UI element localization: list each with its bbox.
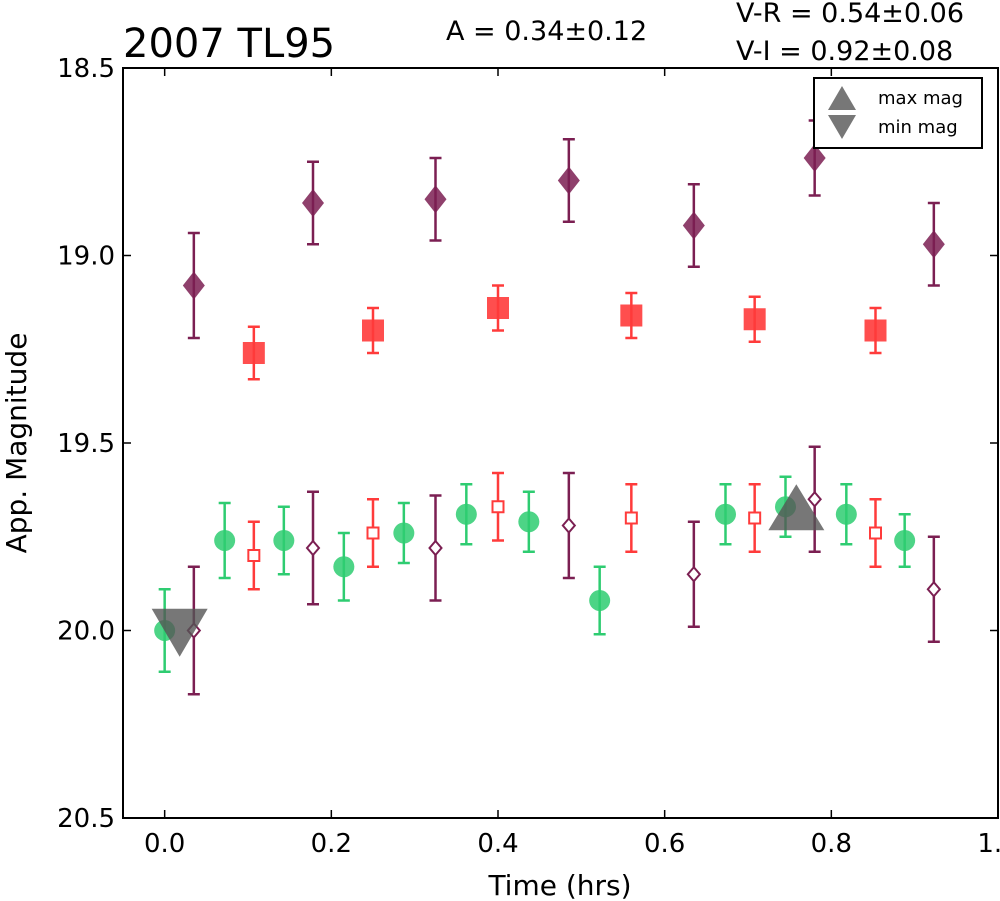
y-tick-label-1: 19.0 bbox=[57, 242, 115, 272]
diamond-marker bbox=[424, 185, 447, 214]
open-square-marker bbox=[491, 500, 505, 514]
open-square-marker bbox=[748, 511, 762, 525]
open-diamond-marker bbox=[926, 580, 942, 598]
axis-ticks: 0.0 0.2 0.4 0.6 0.8 1.0 18.5 19.0 19.5 20.0 20.5 bbox=[57, 54, 1000, 859]
diamond-marker bbox=[682, 211, 705, 240]
series-2-point-7 bbox=[589, 565, 611, 636]
series-3-point-3 bbox=[624, 483, 638, 553]
series-3-point-5 bbox=[869, 498, 882, 568]
series-1-point-4 bbox=[743, 295, 766, 343]
circle-marker bbox=[273, 530, 295, 551]
series-1-point-1 bbox=[362, 306, 384, 355]
extremum-triangle-up-marker bbox=[768, 484, 825, 531]
series-1-point-5 bbox=[864, 306, 887, 355]
x-tick-label-0: 0.0 bbox=[144, 829, 185, 859]
open-square-marker bbox=[624, 511, 638, 525]
amplitude-label: A = 0.34±0.12 bbox=[446, 16, 647, 47]
diamond-marker bbox=[182, 271, 205, 300]
series-2-point-6 bbox=[518, 490, 540, 553]
series-2-point-10 bbox=[835, 483, 857, 546]
x-tick-label-2: 0.4 bbox=[477, 829, 518, 859]
circle-marker bbox=[393, 522, 415, 544]
open-diamond-marker bbox=[305, 539, 321, 557]
y-tick-label-2: 19.5 bbox=[57, 429, 115, 459]
extremum-triangle-down-marker bbox=[151, 608, 208, 657]
series-0-point-0 bbox=[182, 231, 205, 340]
square-marker bbox=[487, 297, 509, 319]
circle-marker bbox=[715, 503, 736, 525]
x-tick-label-1: 0.2 bbox=[311, 829, 352, 859]
x-tick-label-4: 0.8 bbox=[811, 829, 852, 859]
y-tick-label-0: 18.5 bbox=[57, 54, 115, 84]
legend-max-mag-label: max mag bbox=[878, 88, 963, 109]
series-4-point-1 bbox=[305, 490, 321, 606]
x-tick-label-3: 0.6 bbox=[644, 829, 685, 859]
diamond-marker bbox=[302, 189, 324, 217]
square-marker bbox=[864, 319, 887, 342]
open-diamond-marker bbox=[807, 490, 822, 508]
y-tick-label-4: 20.5 bbox=[57, 804, 115, 834]
x-tick-label-5: 1.0 bbox=[977, 829, 1000, 859]
series-4-point-3 bbox=[561, 471, 577, 580]
series-0-point-1 bbox=[302, 160, 324, 246]
series-4-point-4 bbox=[686, 520, 702, 628]
open-diamond-marker bbox=[686, 565, 702, 583]
series-4-point-6 bbox=[926, 535, 942, 643]
series-0-point-6 bbox=[922, 201, 945, 287]
y-axis-label: App. Magnitude bbox=[0, 333, 33, 554]
color-index-vi: V-I = 0.92±0.08 bbox=[736, 36, 953, 67]
square-marker bbox=[242, 342, 265, 364]
series-3-point-4 bbox=[748, 483, 762, 553]
circle-marker bbox=[589, 590, 611, 611]
x-axis-label: Time (hrs) bbox=[487, 869, 631, 901]
open-square-marker bbox=[366, 526, 380, 540]
series-3-point-0 bbox=[247, 520, 261, 591]
series-2-point-8 bbox=[715, 483, 736, 546]
chart-title: 2007 TL95 bbox=[123, 21, 335, 67]
circle-marker bbox=[333, 556, 355, 578]
series-2-point-11 bbox=[894, 513, 916, 568]
diamond-marker bbox=[803, 144, 826, 172]
series-1-point-3 bbox=[620, 291, 643, 340]
series-4-point-5 bbox=[807, 445, 822, 553]
open-square-marker bbox=[869, 526, 882, 540]
series-0-point-2 bbox=[424, 156, 447, 242]
legend-min-mag-marker bbox=[828, 115, 856, 139]
legend-max-mag-marker bbox=[828, 86, 856, 110]
square-marker bbox=[362, 319, 384, 342]
series-1-point-0 bbox=[242, 325, 265, 381]
series-2-point-3 bbox=[333, 531, 355, 602]
square-marker bbox=[620, 304, 643, 327]
series-1-point-2 bbox=[487, 284, 509, 332]
series-3-point-2 bbox=[491, 471, 505, 542]
open-square-marker bbox=[247, 549, 261, 562]
y-tick-label-3: 20.0 bbox=[57, 617, 115, 647]
circle-marker bbox=[455, 503, 477, 525]
diamond-marker bbox=[922, 230, 945, 259]
open-diamond-marker bbox=[428, 539, 443, 557]
series-2-point-5 bbox=[455, 483, 477, 546]
open-diamond-marker bbox=[561, 516, 577, 535]
circle-marker bbox=[894, 530, 916, 551]
series-2-point-4 bbox=[393, 501, 415, 565]
circle-marker bbox=[214, 530, 236, 551]
series-3-point-1 bbox=[366, 498, 380, 568]
legend-min-mag-label: min mag bbox=[878, 117, 958, 138]
series-2-point-1 bbox=[214, 501, 236, 580]
circle-marker bbox=[835, 503, 857, 525]
series-2-point-2 bbox=[273, 505, 295, 576]
series-0-point-4 bbox=[682, 183, 705, 268]
legend: max mag min mag bbox=[813, 77, 983, 149]
series-0-point-3 bbox=[557, 138, 580, 223]
plot-marks bbox=[151, 119, 945, 696]
square-marker bbox=[743, 308, 766, 331]
color-index-vr: V-R = 0.54±0.06 bbox=[736, 0, 964, 29]
diamond-marker bbox=[557, 166, 580, 195]
series-4-point-2 bbox=[428, 494, 443, 602]
circle-marker bbox=[518, 511, 540, 533]
